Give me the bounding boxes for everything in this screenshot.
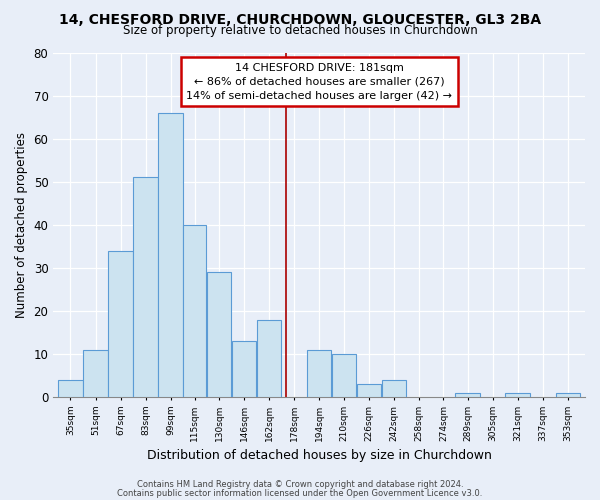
Text: Contains public sector information licensed under the Open Government Licence v3: Contains public sector information licen… bbox=[118, 488, 482, 498]
Bar bbox=[257, 320, 281, 397]
Bar bbox=[108, 250, 133, 397]
Bar bbox=[83, 350, 108, 397]
Bar bbox=[332, 354, 356, 397]
Text: Contains HM Land Registry data © Crown copyright and database right 2024.: Contains HM Land Registry data © Crown c… bbox=[137, 480, 463, 489]
X-axis label: Distribution of detached houses by size in Churchdown: Distribution of detached houses by size … bbox=[147, 450, 491, 462]
Bar bbox=[158, 113, 183, 397]
Bar bbox=[133, 178, 158, 397]
Bar bbox=[232, 341, 256, 397]
Text: 14 CHESFORD DRIVE: 181sqm
← 86% of detached houses are smaller (267)
14% of semi: 14 CHESFORD DRIVE: 181sqm ← 86% of detac… bbox=[186, 63, 452, 101]
Text: Size of property relative to detached houses in Churchdown: Size of property relative to detached ho… bbox=[122, 24, 478, 37]
Y-axis label: Number of detached properties: Number of detached properties bbox=[15, 132, 28, 318]
Bar bbox=[505, 393, 530, 397]
Bar bbox=[307, 350, 331, 397]
Bar bbox=[357, 384, 382, 397]
Text: 14, CHESFORD DRIVE, CHURCHDOWN, GLOUCESTER, GL3 2BA: 14, CHESFORD DRIVE, CHURCHDOWN, GLOUCEST… bbox=[59, 12, 541, 26]
Bar bbox=[184, 225, 206, 397]
Bar bbox=[207, 272, 232, 397]
Bar bbox=[382, 380, 406, 397]
Bar bbox=[58, 380, 83, 397]
Bar bbox=[455, 393, 480, 397]
Bar bbox=[556, 393, 580, 397]
